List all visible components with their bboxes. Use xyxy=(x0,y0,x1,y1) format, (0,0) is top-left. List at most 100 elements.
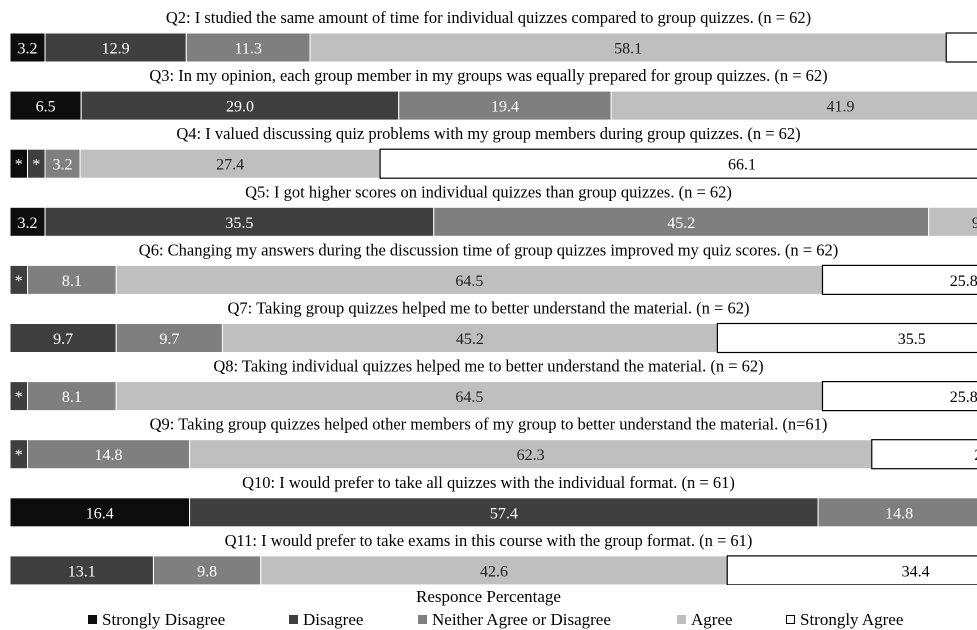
question-title: Q8: Taking individual quizzes helped me … xyxy=(213,357,763,376)
data-label: 9.7 xyxy=(972,215,977,232)
data-label: 34.4 xyxy=(902,563,930,580)
bar-segment xyxy=(871,439,977,470)
data-label: * xyxy=(15,157,23,174)
legend-label-strongly-agree: Strongly Agree xyxy=(800,610,904,629)
data-label: 3.2 xyxy=(18,41,38,58)
bar-segment xyxy=(821,264,977,295)
bar-segment xyxy=(185,32,311,63)
legend-label-disagree: Disagree xyxy=(303,610,364,629)
legend-swatch-agree xyxy=(677,615,686,624)
data-label: * xyxy=(15,273,23,290)
bar-segment xyxy=(9,206,46,237)
legend-swatch-strongly-agree xyxy=(786,615,795,624)
bar-segment xyxy=(726,555,977,585)
data-label: 57.4 xyxy=(490,505,518,522)
data-label: 41.9 xyxy=(827,99,855,116)
question-row-1: Q2: I studied the same amount of time fo… xyxy=(9,8,977,63)
bar-segment xyxy=(189,439,873,470)
data-label: 8.1 xyxy=(62,273,82,290)
bar-segment xyxy=(610,90,977,121)
data-label: 45.2 xyxy=(667,215,695,232)
legend-agree: Agree xyxy=(677,610,733,630)
question-title: Q2: I studied the same amount of time fo… xyxy=(166,8,811,27)
bar-segment xyxy=(115,323,223,353)
question-row-3: Q4: I valued discussing quiz problems wi… xyxy=(9,124,977,179)
bar-segment xyxy=(221,323,718,353)
data-label: 64.5 xyxy=(455,273,483,290)
question-title: Q9: Taking group quizzes helped other me… xyxy=(150,415,828,434)
bar-segment xyxy=(44,206,435,237)
data-label: 12.9 xyxy=(102,41,130,58)
legend-swatch-strongly-disagree xyxy=(88,615,97,624)
bar-segment xyxy=(189,497,819,528)
bar-segment xyxy=(398,90,612,121)
data-label: 9.7 xyxy=(53,331,73,348)
data-label: 14.8 xyxy=(885,505,913,522)
bar-segment xyxy=(44,148,81,179)
data-label: 27.4 xyxy=(216,157,244,174)
data-label: 35.5 xyxy=(225,215,253,232)
bar-segment xyxy=(928,206,977,237)
data-label: 25.8 xyxy=(950,273,977,290)
data-label: 8.1 xyxy=(62,389,82,406)
bar-segment xyxy=(27,264,117,295)
legend-swatch-neither xyxy=(418,615,427,624)
bar-segment xyxy=(433,206,930,237)
legend-label-agree: Agree xyxy=(691,610,733,629)
bar-segment xyxy=(79,148,381,179)
data-label: 66.1 xyxy=(728,157,756,174)
question-title: Q3: In my opinion, each group member in … xyxy=(149,66,827,85)
legend-neither: Neither Agree or Disagree xyxy=(418,610,611,630)
question-row-9: Q10: I would prefer to take all quizzes … xyxy=(9,473,977,528)
legend-label-neither: Neither Agree or Disagree xyxy=(432,610,611,629)
data-label: 35.5 xyxy=(898,331,926,348)
bar-segment xyxy=(115,381,823,412)
question-title: Q4: I valued discussing quiz problems wi… xyxy=(176,124,800,143)
data-label: 45.2 xyxy=(456,331,484,348)
legend-label-strongly-disagree: Strongly Disagree xyxy=(102,610,226,629)
data-label: 13.1 xyxy=(68,563,96,580)
question-row-8: Q9: Taking group quizzes helped other me… xyxy=(9,415,977,470)
data-label: * xyxy=(15,447,23,464)
question-row-2: Q3: In my opinion, each group member in … xyxy=(9,66,977,121)
question-row-10: Q11: I would prefer to take exams in thi… xyxy=(9,531,977,585)
question-title: Q5: I got higher scores on individual qu… xyxy=(245,182,732,201)
bar-segment xyxy=(716,322,977,354)
question-row-5: Q6: Changing my answers during the discu… xyxy=(9,240,977,295)
question-title: Q6: Changing my answers during the discu… xyxy=(139,240,838,259)
data-label: 58.1 xyxy=(614,41,642,58)
data-label: 62.3 xyxy=(517,447,545,464)
data-label: 19.4 xyxy=(491,99,519,116)
legend-strongly-disagree: Strongly Disagree xyxy=(88,610,225,630)
data-label: 64.5 xyxy=(455,389,483,406)
bar-segment xyxy=(9,555,154,585)
data-label: 3.2 xyxy=(53,157,73,174)
legend-swatch-disagree xyxy=(289,615,298,624)
question-title: Q7: Taking group quizzes helped me to be… xyxy=(228,299,750,318)
bar-segment xyxy=(27,381,117,412)
bar-segment xyxy=(9,90,82,121)
bar-segment xyxy=(80,90,400,121)
data-label: 3.2 xyxy=(18,215,38,232)
bar-segment xyxy=(379,148,977,179)
data-label: 42.6 xyxy=(480,563,508,580)
question-title: Q10: I would prefer to take all quizzes … xyxy=(242,473,735,492)
data-label: * xyxy=(15,389,23,406)
question-row-6: Q7: Taking group quizzes helped me to be… xyxy=(9,299,977,354)
data-label: 11.3 xyxy=(234,41,261,58)
data-label: 25.8 xyxy=(950,389,977,406)
data-label: 9.7 xyxy=(159,331,179,348)
question-row-7: Q8: Taking individual quizzes helped me … xyxy=(9,357,977,412)
bar-segment xyxy=(9,497,191,528)
bar-segment xyxy=(9,32,46,63)
bar-segment xyxy=(821,381,977,412)
legend-strongly-agree: Strongly Agree xyxy=(786,610,903,630)
question-row-4: Q5: I got higher scores on individual qu… xyxy=(9,182,977,237)
bar-segment xyxy=(945,32,977,63)
data-label: 6.5 xyxy=(36,99,56,116)
bar-segment xyxy=(817,497,977,528)
data-label: 29.0 xyxy=(226,99,254,116)
data-label: 14.8 xyxy=(95,447,123,464)
data-label: 21.3 xyxy=(974,447,977,464)
data-label: * xyxy=(32,157,40,174)
